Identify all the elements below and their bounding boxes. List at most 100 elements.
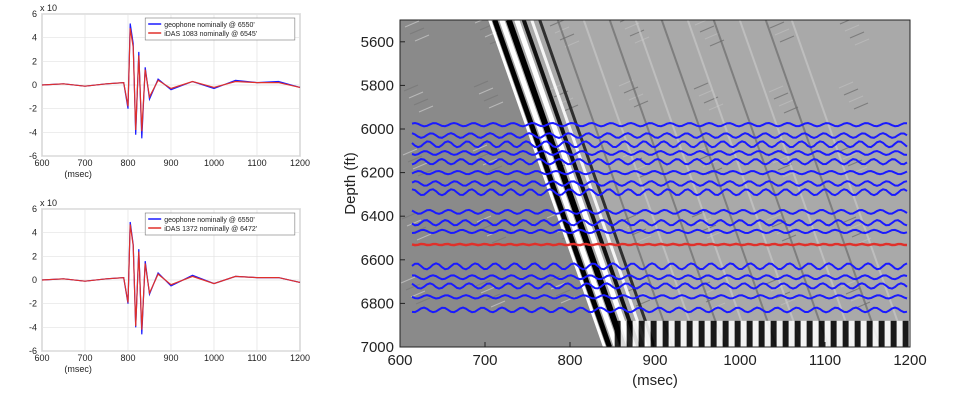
x-tick-label: 600	[387, 352, 412, 369]
texture-mark	[704, 32, 720, 40]
overlay-trace	[411, 188, 908, 197]
texture-mark	[841, 216, 857, 224]
y-axis-label: Depth (ft)	[342, 152, 359, 215]
texture-mark	[853, 102, 869, 110]
series-line	[41, 28, 301, 132]
bottom-stripe	[638, 320, 645, 347]
wavelet-band	[514, 20, 634, 347]
texture-mark	[549, 20, 565, 27]
y-tick-label: 4	[32, 228, 37, 238]
bottom-stripe	[848, 320, 855, 347]
y-tick-label: -2	[29, 104, 37, 114]
texture-mark	[559, 33, 575, 41]
texture-mark	[706, 231, 722, 239]
texture-mark	[416, 233, 432, 241]
bottom-stripe	[890, 320, 897, 347]
texture-mark	[780, 298, 796, 306]
bottom-stripe	[872, 320, 879, 347]
texture-mark	[846, 223, 862, 231]
x-tick-label: 700	[77, 353, 92, 363]
texture-mark	[838, 81, 854, 89]
texture-mark	[409, 27, 425, 35]
texture-mark	[845, 287, 861, 295]
bottom-stripe	[764, 320, 771, 347]
texture-mark	[478, 87, 494, 95]
bottom-stripe	[620, 320, 627, 347]
bottom-stripe	[692, 320, 699, 347]
x-tick-label: 600	[34, 353, 49, 363]
bottom-stripe	[818, 320, 825, 347]
texture-mark	[473, 80, 489, 88]
overlay-trace	[411, 228, 908, 235]
bottom-stripe	[770, 320, 777, 347]
bottom-stripe	[698, 320, 705, 347]
texture-mark	[474, 20, 484, 24]
texture-mark	[418, 105, 434, 113]
bottom-stripe	[830, 320, 837, 347]
bottom-stripe	[740, 320, 747, 347]
bottom-stripe	[812, 320, 819, 347]
overlay-trace	[411, 274, 908, 281]
texture-mark	[636, 235, 652, 243]
reverberation-band	[634, 20, 752, 347]
texture-mark	[400, 20, 402, 21]
series-line	[41, 224, 301, 330]
texture-mark	[404, 20, 420, 28]
legend	[144, 17, 296, 41]
texture-mark	[545, 275, 561, 283]
y-tick-label: 6	[32, 9, 37, 19]
texture-mark	[840, 280, 856, 288]
bottom-stripe	[794, 320, 801, 347]
texture-mark	[844, 24, 860, 32]
x-tick-label: 1200	[290, 353, 310, 363]
texture-mark	[779, 35, 795, 43]
bottom-stripe	[668, 320, 675, 347]
texture-mark	[700, 288, 716, 296]
overlay-trace	[411, 262, 908, 271]
texture-mark	[481, 222, 497, 230]
bottom-stripe	[686, 320, 693, 347]
x-tick-label: 700	[472, 352, 497, 369]
bottom-stripe	[800, 320, 807, 347]
y-tick-label: -6	[29, 151, 37, 161]
texture-mark	[773, 92, 789, 100]
texture-mark	[414, 34, 430, 42]
overlay-trace	[411, 132, 908, 139]
texture-mark	[839, 20, 851, 25]
y-tick-label: -4	[29, 127, 37, 137]
texture-mark	[854, 38, 870, 46]
x-tick-label: 1000	[723, 352, 756, 369]
texture-mark	[619, 20, 626, 23]
section-image	[400, 20, 910, 347]
legend	[144, 212, 296, 236]
texture-mark	[694, 20, 708, 26]
y-tick-label: 7000	[361, 339, 394, 356]
y-tick-label: 6800	[361, 295, 394, 312]
texture-mark	[415, 297, 431, 305]
y-tick-label: 5600	[361, 34, 394, 51]
overlay-trace	[411, 208, 908, 215]
x-tick-label: 600	[34, 158, 49, 168]
texture-mark	[847, 159, 863, 167]
bottom-stripe	[614, 320, 621, 347]
texture-mark	[842, 152, 858, 160]
overlay-trace	[411, 306, 908, 314]
texture-mark	[778, 99, 794, 107]
y-tick-label: 6	[32, 204, 37, 214]
texture-mark	[768, 85, 784, 93]
bottom-stripe	[908, 320, 910, 347]
y-tick-label: 2	[32, 56, 37, 66]
bottom-stripe	[728, 320, 735, 347]
x-tick-label: 800	[557, 352, 582, 369]
x-tick-label: 800	[120, 353, 135, 363]
bottom-stripe	[626, 320, 633, 347]
bottom-stripe	[884, 320, 891, 347]
bottom-stripe	[650, 320, 657, 347]
texture-mark	[848, 95, 864, 103]
bottom-stripe	[806, 320, 813, 347]
y-tick-label: 0	[32, 80, 37, 90]
bottom-stripe	[788, 320, 795, 347]
bottom-stripe	[734, 320, 741, 347]
overlay-trace	[411, 169, 908, 176]
